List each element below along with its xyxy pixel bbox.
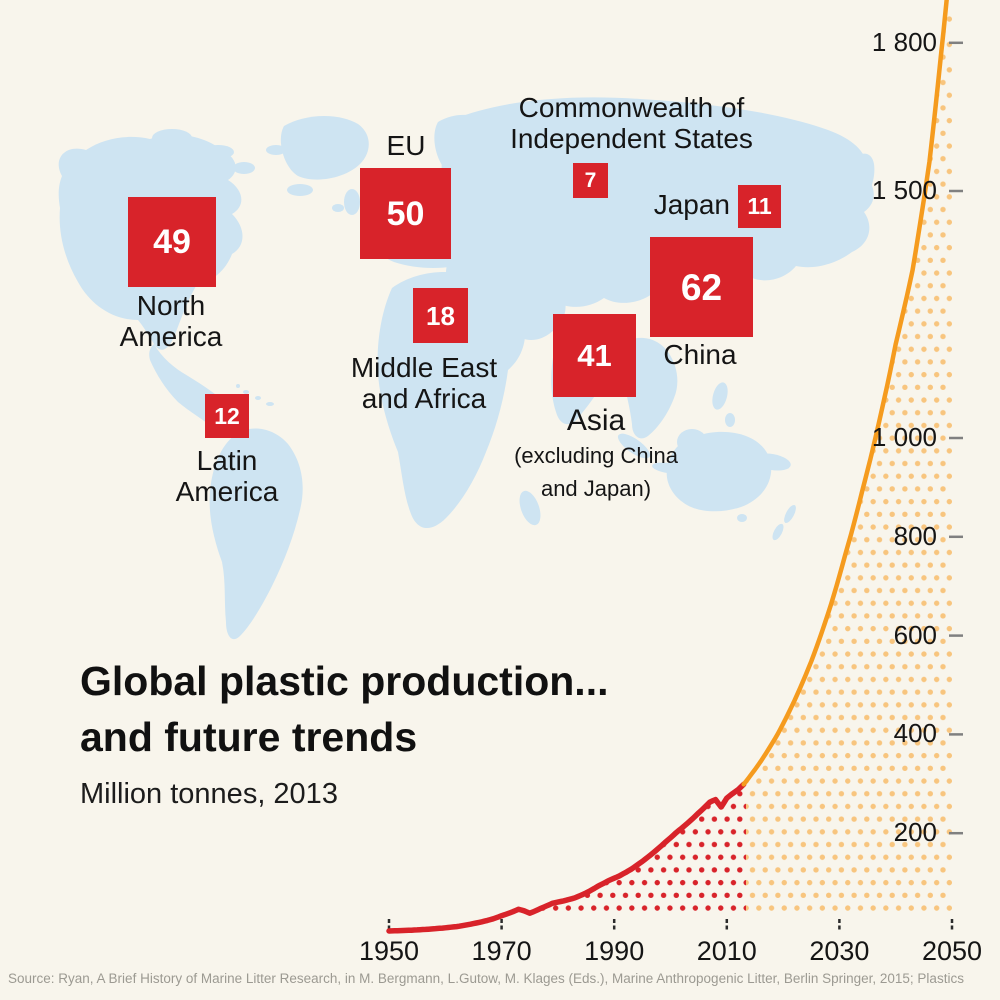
region-value-north-america: 49 xyxy=(128,197,216,287)
map-madagascar xyxy=(519,490,541,526)
projection-curve xyxy=(741,0,949,787)
chart-title-line1: Global plastic production... xyxy=(80,658,609,704)
source-credit: Source: Ryan, A Brief History of Marine … xyxy=(8,971,964,986)
region-value-latin-america: 12 xyxy=(205,394,249,438)
map-asia xyxy=(437,97,874,312)
region-value-middle-east-africa: 18 xyxy=(413,288,468,343)
region-label-china: China xyxy=(663,339,737,370)
region-label-eu: EU xyxy=(386,130,426,161)
x-axis-tick-label: 1950 xyxy=(358,936,420,966)
y-axis-tick-label: 1 800 xyxy=(871,26,937,57)
region-value-japan: 11 xyxy=(738,185,781,228)
region-label-north-america: North America xyxy=(119,290,223,352)
map-kamchatka xyxy=(849,153,875,207)
map-greenland xyxy=(280,115,369,180)
map-british-isles xyxy=(332,189,360,215)
region-value-china: 62 xyxy=(650,237,753,337)
y-axis-tick-label: 1 500 xyxy=(871,175,937,205)
map-arctic-islands xyxy=(152,129,341,196)
map-australia xyxy=(666,431,772,512)
x-axis-tick-label: 2050 xyxy=(921,936,983,966)
title-block: Global plastic production... and future … xyxy=(80,654,608,811)
region-value-cis: 7 xyxy=(573,163,608,198)
region-value-eu: 50 xyxy=(360,168,451,259)
region-value-asia: 41 xyxy=(553,314,636,397)
x-axis-tick-label: 2030 xyxy=(809,936,870,966)
history-curve xyxy=(386,781,747,934)
region-label-middle-east-africa: Middle East and Africa xyxy=(350,352,498,414)
map-new-zealand xyxy=(737,504,796,541)
chart-title-line2: and future trends xyxy=(80,713,418,760)
region-label-asia: Asia (excluding China and Japan) xyxy=(514,404,678,501)
map-japan-islands xyxy=(774,171,814,278)
region-label-latin-america: Latin America xyxy=(175,445,279,507)
y-axis-tick-label: 1 000 xyxy=(871,422,937,452)
map-caribbean-islands xyxy=(236,384,274,406)
region-label-japan: Japan xyxy=(653,189,730,220)
chart-subtitle: Million tonnes, 2013 xyxy=(80,777,338,810)
y-axis-tick-label: 400 xyxy=(893,718,937,749)
x-axis-ticks xyxy=(387,919,954,930)
x-axis-tick-label: 1990 xyxy=(584,936,645,966)
y-axis-ticks xyxy=(949,41,963,835)
x-axis-tick-label: 1970 xyxy=(471,936,532,966)
y-axis-tick-label: 200 xyxy=(893,817,937,848)
y-axis-tick-label: 600 xyxy=(893,619,937,650)
y-axis-tick-label: 800 xyxy=(893,520,937,551)
map-south-america xyxy=(209,428,303,640)
region-label-cis: Commonwealth of Independent States xyxy=(510,92,753,154)
world-map xyxy=(58,97,875,640)
x-axis-tick-label: 2010 xyxy=(696,936,757,966)
